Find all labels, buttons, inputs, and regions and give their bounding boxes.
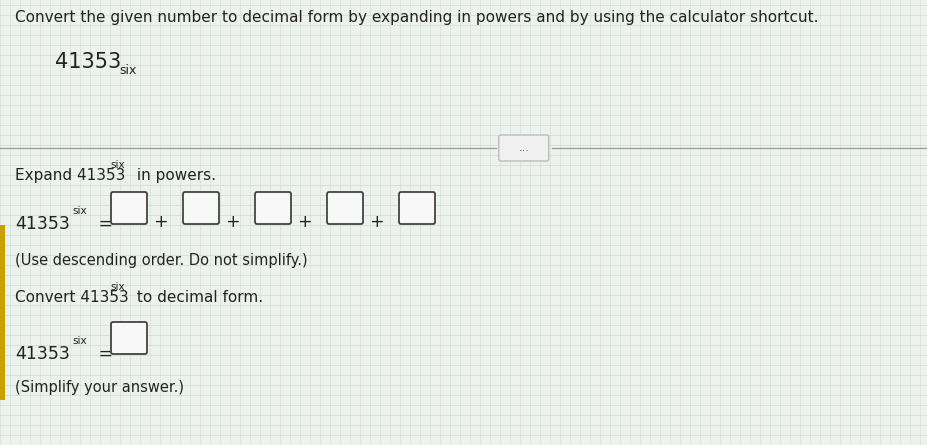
Text: (Use descending order. Do not simplify.): (Use descending order. Do not simplify.) (15, 253, 308, 268)
Text: six: six (72, 206, 86, 216)
FancyBboxPatch shape (111, 322, 147, 354)
Text: +: + (297, 213, 311, 231)
Text: six: six (72, 336, 86, 346)
Text: +: + (225, 213, 239, 231)
FancyBboxPatch shape (327, 192, 363, 224)
Text: in powers.: in powers. (132, 168, 216, 183)
FancyBboxPatch shape (111, 192, 147, 224)
FancyBboxPatch shape (183, 192, 219, 224)
Text: six: six (110, 282, 124, 292)
Text: Convert the given number to decimal form by expanding in powers and by using the: Convert the given number to decimal form… (15, 10, 819, 25)
Text: 41353: 41353 (15, 215, 70, 233)
Text: 41353: 41353 (15, 345, 70, 363)
FancyBboxPatch shape (399, 192, 435, 224)
Text: six: six (110, 160, 124, 170)
Text: =: = (93, 215, 119, 233)
Text: (Simplify your answer.): (Simplify your answer.) (15, 380, 184, 395)
Text: =: = (93, 345, 119, 363)
Bar (0, 225, 5, 400)
Text: +: + (369, 213, 384, 231)
Text: to decimal form.: to decimal form. (132, 290, 263, 305)
Text: ...: ... (518, 143, 529, 153)
Text: Expand 41353: Expand 41353 (15, 168, 125, 183)
Text: Convert 41353: Convert 41353 (15, 290, 129, 305)
Text: six: six (119, 64, 136, 77)
Text: 41353: 41353 (55, 52, 121, 72)
FancyBboxPatch shape (255, 192, 291, 224)
FancyBboxPatch shape (499, 135, 549, 161)
Text: +: + (153, 213, 168, 231)
